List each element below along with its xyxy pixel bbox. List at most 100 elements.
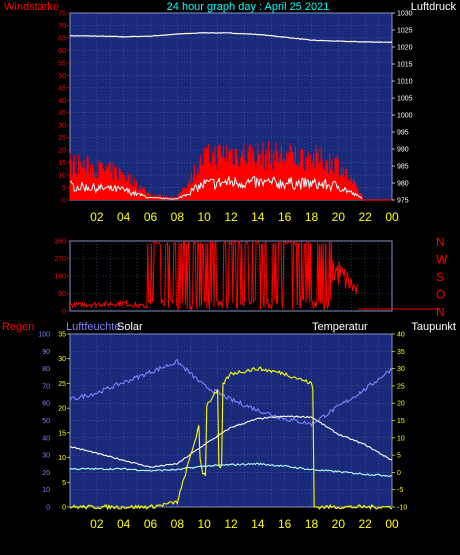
climate-grid	[70, 333, 392, 508]
direction-tick-label: 270	[54, 256, 66, 263]
temperature-tick-label: 0	[397, 470, 401, 477]
taupunkt-label: Taupunkt	[411, 321, 456, 333]
hour-label: 08	[171, 210, 185, 224]
wind-tick-label: 25	[58, 135, 66, 142]
hour-label: 14	[251, 210, 265, 224]
wind-tick-label: 65	[58, 35, 66, 42]
pressure-tick-label: 1015	[397, 62, 413, 69]
pressure-tick-label: 1020	[397, 45, 413, 52]
pressure-line	[69, 31, 392, 44]
hour-label: 18	[305, 517, 319, 531]
humidity-tick-label: 0	[62, 505, 66, 512]
humidity-axis-ticks: 0 5 10 15 20 25 30 35	[58, 332, 70, 512]
wind-average-line	[69, 175, 363, 200]
pressure-tick-label: 1000	[397, 113, 413, 120]
hour-labels-top: 02 04 06 08 10 12 14 16 18 20 22 00	[90, 210, 399, 224]
pressure-tick-label: 1030	[397, 11, 413, 18]
temperature-tick-label: 20	[397, 401, 405, 408]
direction-tick-label: 90	[58, 291, 66, 298]
regen-tick-label: 100	[38, 332, 50, 339]
hour-label: 18	[305, 210, 319, 224]
chart-title: 24 hour graph day : April 25 2021	[167, 1, 330, 13]
temperature-tick-label: -10	[397, 505, 407, 512]
regen-tick-label: 60	[42, 401, 50, 408]
hour-label: 00	[385, 517, 399, 531]
wind-tick-label: 75	[58, 11, 66, 18]
regen-tick-label: 0	[46, 505, 50, 512]
humidity-tick-label: 15	[58, 430, 66, 437]
hour-label: 22	[358, 517, 372, 531]
wind-tick-label: 30	[58, 123, 66, 130]
regen-tick-label: 40	[42, 435, 50, 442]
hour-label: 06	[144, 517, 158, 531]
wind-pressure-grid	[70, 12, 392, 201]
direction-tick-label: 0	[62, 309, 66, 316]
hour-label: 12	[224, 517, 238, 531]
temperature-tick-label: 10	[397, 435, 405, 442]
direction-tick-label: 180	[54, 274, 66, 281]
wind-direction-series	[69, 239, 440, 311]
hour-label: 06	[144, 210, 158, 224]
luftfeuchte-label: Luftfeuchte	[66, 321, 120, 333]
wind-axis-title: Windstärke	[4, 1, 59, 13]
wind-tick-label: 35	[58, 110, 66, 117]
hour-label: 16	[278, 210, 292, 224]
wind-tick-label: 60	[58, 48, 66, 55]
temperature-tick-label: 30	[397, 366, 405, 373]
regen-label: Regen	[2, 321, 34, 333]
regen-tick-label: 80	[42, 366, 50, 373]
hour-labels-bottom: 02 04 06 08 10 12 14 16 18 20 22 00	[90, 517, 399, 531]
hour-label: 10	[197, 210, 211, 224]
pressure-tick-label: 995	[397, 130, 409, 137]
regen-tick-label: 70	[42, 383, 50, 390]
pressure-tick-label: 1025	[397, 28, 413, 35]
wind-tick-label: 10	[58, 173, 66, 180]
temperature-tick-label: 15	[397, 418, 405, 425]
temperature-tick-label: -5	[397, 487, 403, 494]
temperature-tick-label: 40	[397, 332, 405, 339]
wind-tick-label: 20	[58, 148, 66, 155]
regen-tick-label: 30	[42, 453, 50, 460]
wind-average-series	[69, 175, 363, 200]
wind-tick-label: 45	[58, 85, 66, 92]
temperature-tick-label: 5	[397, 453, 401, 460]
regen-tick-label: 20	[42, 470, 50, 477]
wind-axis-ticks: 0 5 10 15 20 25 30 35 40 45 50 55 60 65 70 75	[58, 11, 70, 205]
pressure-tick-label: 1005	[397, 96, 413, 103]
humidity-tick-label: 5	[62, 480, 66, 487]
temperature-tick-label: 35	[397, 349, 405, 356]
compass-label: N	[436, 235, 445, 249]
direction-tick-label: 360	[54, 239, 66, 246]
humidity-line	[69, 358, 393, 428]
wind-tick-label: 5	[62, 185, 66, 192]
regen-axis-ticks: 0 10 20 30 40 50 60 70 80 90 100	[38, 332, 50, 512]
humidity-tick-label: 35	[58, 332, 66, 339]
humidity-tick-label: 10	[58, 455, 66, 462]
wind-tick-label: 55	[58, 60, 66, 67]
wind-tick-label: 15	[58, 160, 66, 167]
hour-label: 20	[332, 517, 346, 531]
hour-label: 10	[197, 517, 211, 531]
solar-label: Solar	[117, 321, 143, 333]
hour-label: 04	[117, 517, 131, 531]
humidity-tick-label: 30	[58, 356, 66, 363]
wind-tick-label: 40	[58, 98, 66, 105]
compass-label: O	[436, 288, 445, 302]
regen-tick-label: 10	[42, 487, 50, 494]
humidity-tick-label: 25	[58, 381, 66, 388]
compass-label: S	[436, 270, 444, 284]
pressure-tick-label: 985	[397, 164, 409, 171]
hour-label: 08	[171, 517, 185, 531]
hour-label: 02	[90, 210, 104, 224]
pressure-tick-label: 980	[397, 181, 409, 188]
hour-label: 14	[251, 517, 265, 531]
temperature-axis-ticks: -10 -5 0 5 10 15 20 25 30 35 40	[392, 332, 407, 512]
wind-tick-label: 70	[58, 23, 66, 30]
hour-label: 04	[117, 210, 131, 224]
hour-label: 00	[385, 210, 399, 224]
pressure-tick-label: 990	[397, 147, 409, 154]
wind-direction-trace	[69, 239, 359, 311]
compass-label: N	[436, 305, 445, 319]
